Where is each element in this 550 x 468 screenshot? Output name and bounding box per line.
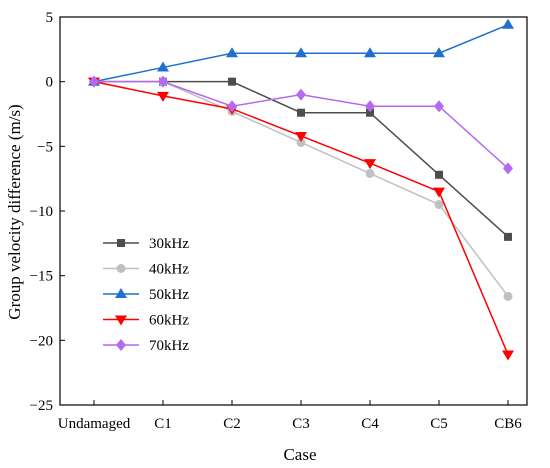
point-50kHz-C1 xyxy=(157,61,169,72)
point-50kHz-C2 xyxy=(226,47,238,58)
legend-label-70kHz: 70kHz xyxy=(149,338,189,354)
point-40kHz-C5 xyxy=(434,200,444,210)
point-30kHz-CB6 xyxy=(504,232,512,241)
axes: Undamaged C1 C2 C3 C4 C5 CB6 5 0 −5 −10 −15 −20 −25 xyxy=(30,10,528,432)
point-60kHz-CB6 xyxy=(502,350,514,361)
y-axis-title: Group velocity difference (m/s) xyxy=(5,104,24,319)
y-tick-label-5: 5 xyxy=(46,10,54,26)
x-tick-label-C4: C4 xyxy=(361,416,379,432)
legend-label-50kHz: 50kHz xyxy=(149,287,189,303)
series-70kHz xyxy=(89,75,513,175)
x-tick-label-C2: C2 xyxy=(223,416,241,432)
point-50kHz-C4 xyxy=(364,47,376,58)
point-50kHz-C3 xyxy=(295,47,307,58)
legend-label-40kHz: 40kHz xyxy=(149,262,189,278)
legend-marker-50kHz xyxy=(115,288,127,298)
point-30kHz-C3 xyxy=(297,108,305,117)
point-50kHz-CB6 xyxy=(502,18,514,29)
y-tick-label--20: −20 xyxy=(30,333,53,349)
y-tick-label--25: −25 xyxy=(30,398,53,414)
x-tick-label-C3: C3 xyxy=(292,416,310,432)
point-30kHz-C4 xyxy=(366,108,374,117)
y-tick-label--15: −15 xyxy=(30,269,53,285)
legend-marker-40kHz xyxy=(116,264,126,273)
point-70kHz-C4 xyxy=(365,100,375,113)
legend-label-30kHz: 30kHz xyxy=(149,236,189,252)
point-70kHz-C5 xyxy=(434,100,444,113)
x-axis-title: Case xyxy=(283,445,316,464)
point-60kHz-C3 xyxy=(295,131,307,142)
y-tick-label-0: 0 xyxy=(46,75,54,91)
point-40kHz-C4 xyxy=(365,168,375,178)
point-70kHz-Undamaged xyxy=(89,75,99,88)
legend-marker-30kHz xyxy=(117,239,125,247)
plot-frame xyxy=(59,16,528,406)
point-40kHz-C3 xyxy=(296,137,306,147)
point-30kHz-C5 xyxy=(435,170,443,179)
x-tick-label-CB6: CB6 xyxy=(494,416,522,432)
point-70kHz-C3 xyxy=(296,88,306,101)
legend-marker-70kHz xyxy=(116,339,126,351)
legend: 30kHz 40kHz 50kHz 60kHz 70kHz xyxy=(103,236,189,354)
x-tick-label-Undamaged: Undamaged xyxy=(58,416,131,432)
point-70kHz-CB6 xyxy=(503,162,513,175)
legend-marker-60kHz xyxy=(115,315,127,326)
series-layer xyxy=(88,18,514,361)
y-tick-label--10: −10 xyxy=(30,204,53,220)
legend-label-60kHz: 60kHz xyxy=(149,313,189,329)
point-70kHz-C1 xyxy=(158,75,168,88)
point-50kHz-C5 xyxy=(433,47,445,58)
x-tick-label-C1: C1 xyxy=(154,416,172,432)
point-40kHz-CB6 xyxy=(503,291,513,301)
point-60kHz-C5 xyxy=(433,187,445,198)
point-60kHz-C1 xyxy=(157,91,169,102)
x-tick-label-C5: C5 xyxy=(430,416,448,432)
point-70kHz-C2 xyxy=(227,100,237,113)
point-60kHz-C4 xyxy=(364,159,376,170)
y-tick-label--5: −5 xyxy=(37,139,53,155)
point-30kHz-C2 xyxy=(228,77,236,86)
series-50kHz xyxy=(88,18,514,86)
